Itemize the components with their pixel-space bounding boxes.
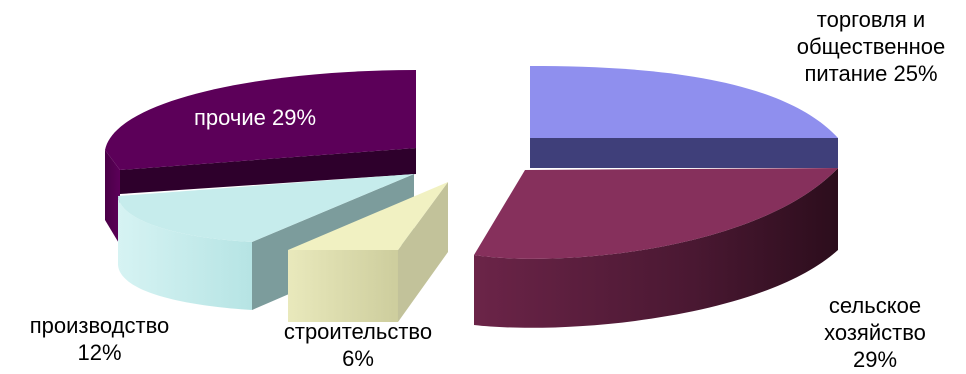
label-construction: строительство 6% [283, 319, 433, 371]
slice-construction-top [288, 182, 448, 250]
slice-other-inner [120, 148, 416, 194]
slice-trade-face [530, 138, 838, 168]
slice-trade-top [530, 66, 838, 138]
label-other: прочие 29% [193, 105, 317, 130]
slice-construction-side [288, 250, 398, 322]
label-production: производство 12% [29, 313, 170, 365]
slice-construction [288, 182, 448, 322]
label-agriculture: сельское хозяйство 29% [824, 293, 926, 372]
slice-production-top [118, 174, 414, 242]
slice-other-side [105, 150, 120, 245]
slice-agriculture-top [474, 168, 838, 259]
slice-other-top [105, 70, 416, 170]
label-trade: торговля и общественное питание 25% [796, 7, 946, 86]
slice-trade [530, 66, 838, 168]
slice-agriculture [474, 168, 838, 328]
slice-production-side [118, 196, 252, 310]
slice-construction-face [398, 182, 448, 322]
slice-agriculture-side [474, 168, 838, 328]
slice-other [105, 70, 416, 245]
